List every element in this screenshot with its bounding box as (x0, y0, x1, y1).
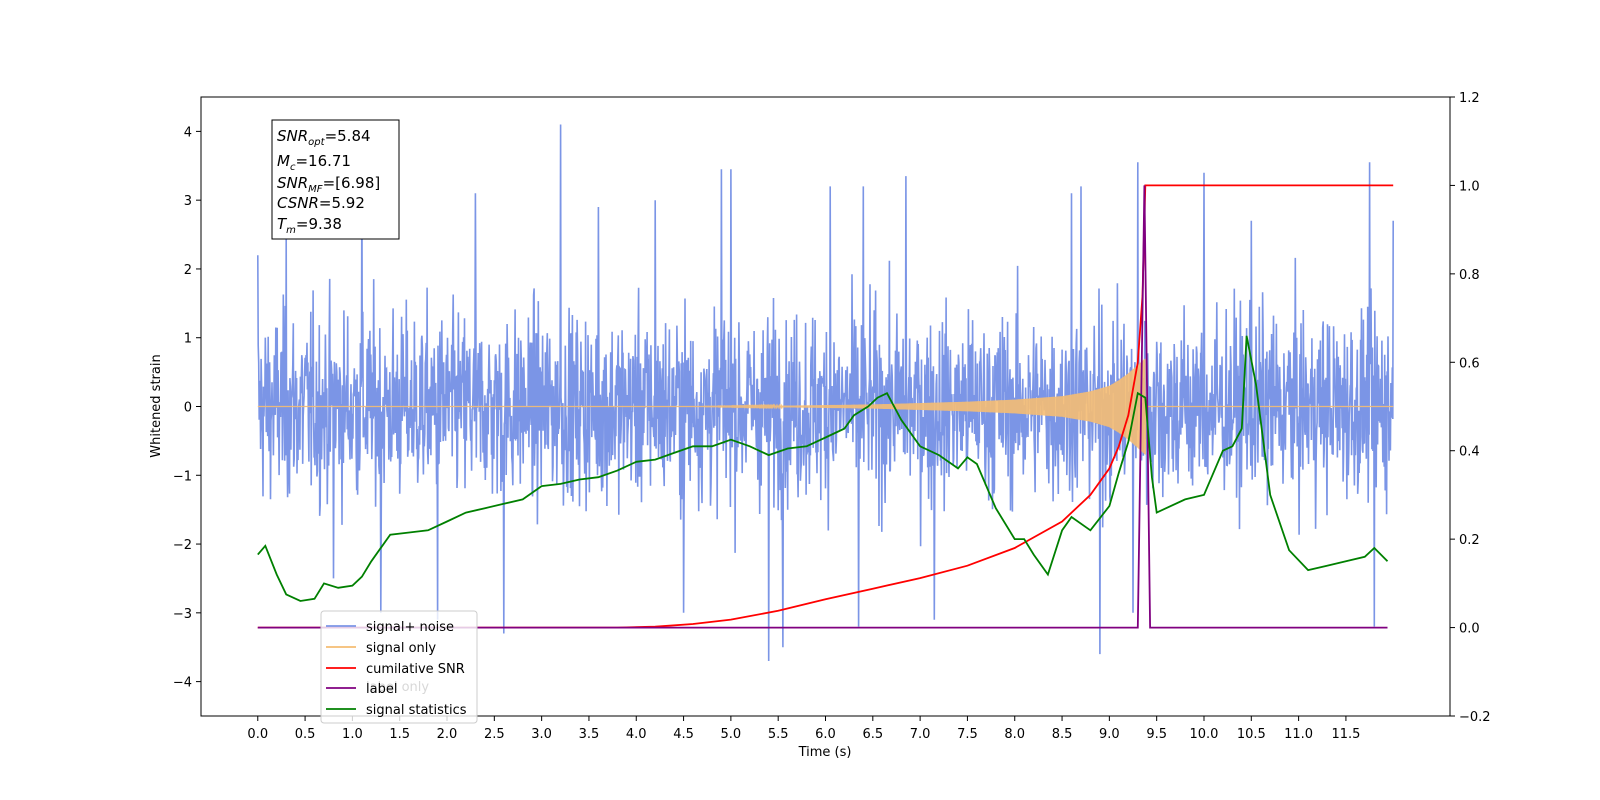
x-tick-label: 8.0 (1004, 727, 1025, 742)
x-tick-label: 3.0 (531, 727, 552, 742)
x-tick-label: 6.0 (815, 727, 836, 742)
x-axis: 0.0 0.5 1.0 1.5 2.0 2.5 3.0 3.5 4.0 4.5 5.0 5.5 6.0 6… (247, 716, 1360, 742)
left-y-tick-label: −1 (173, 469, 192, 484)
series-signal-statistics (257, 335, 1389, 602)
right-y-tick-label: 0.2 (1459, 533, 1480, 548)
x-tick-label: 4.0 (626, 727, 647, 742)
series-label (257, 185, 1388, 629)
left-y-tick-label: 0 (184, 401, 192, 416)
left-y-axis: 4 3 2 1 0 −1 −2 −3 −4 (173, 125, 201, 691)
x-tick-label: 0.5 (295, 727, 316, 742)
right-y-tick-label: 0.0 (1459, 622, 1480, 637)
right-y-tick-label: −0.2 (1459, 710, 1491, 725)
legend-label-signal-only: signal only (366, 641, 436, 656)
right-y-tick-label: 0.8 (1459, 268, 1480, 283)
series-cumulative-snr (257, 184, 1394, 629)
info-box: SNRopt=5.84 Mc=16.71 SNRMF=[6.98] CSNR=5… (271, 119, 400, 240)
series-signal-only (257, 358, 1394, 455)
legend-label-cumulative-snr: cumilative SNR (366, 662, 465, 677)
left-y-tick-label: 2 (184, 263, 192, 278)
x-tick-label: 7.0 (910, 727, 931, 742)
x-tick-label: 5.5 (768, 727, 789, 742)
x-tick-label: 1.5 (389, 727, 410, 742)
right-y-tick-label: 1.2 (1459, 91, 1480, 106)
info-tm: Tm=9.38 (277, 215, 342, 236)
right-y-axis: 1.2 1.0 0.8 0.6 0.4 0.2 0.0 −0.2 (1450, 91, 1491, 725)
info-box-frame (271, 119, 400, 240)
right-y-tick-label: 0.6 (1459, 356, 1480, 371)
x-tick-label: 2.5 (484, 727, 505, 742)
legend-label-signal-statistics: signal statistics (366, 703, 467, 718)
left-y-tick-label: 4 (184, 125, 192, 140)
x-tick-label: 7.5 (957, 727, 978, 742)
left-y-tick-label: −2 (173, 538, 192, 553)
legend: label only signal+ noise signal only cum… (320, 610, 478, 724)
info-mc: Mc=16.71 (277, 152, 351, 173)
x-tick-label: 6.5 (862, 727, 883, 742)
x-tick-label: 1.0 (342, 727, 363, 742)
legend-ghost-label: label only (366, 680, 429, 695)
left-y-tick-label: −3 (173, 607, 192, 622)
x-tick-label: 9.5 (1146, 727, 1167, 742)
info-csnr: CSNR=5.92 (277, 194, 365, 212)
x-tick-label: 0.0 (247, 727, 268, 742)
x-tick-label: 11.5 (1331, 727, 1360, 742)
x-tick-label: 11.0 (1284, 727, 1313, 742)
x-tick-label: 10.0 (1190, 727, 1219, 742)
legend-label-signal-noise: signal+ noise (366, 620, 454, 635)
legend-frame (320, 610, 478, 724)
x-tick-label: 10.5 (1237, 727, 1266, 742)
x-tick-label: 5.0 (721, 727, 742, 742)
legend-label-label: label (366, 682, 397, 697)
x-tick-label: 8.5 (1052, 727, 1073, 742)
left-y-axis-label: Whitened strain (149, 354, 164, 457)
series-layer (257, 124, 1394, 662)
x-tick-label: 2.0 (437, 727, 458, 742)
x-tick-label: 9.0 (1099, 727, 1120, 742)
x-axis-label: Time (s) (798, 745, 852, 760)
left-y-tick-label: 1 (184, 332, 192, 347)
info-snr-mf: SNRMF=[6.98] (277, 174, 380, 195)
info-snr-opt: SNRopt=5.84 (277, 127, 371, 148)
x-tick-label: 4.5 (673, 727, 694, 742)
right-y-tick-label: 1.0 (1459, 179, 1480, 194)
right-y-tick-label: 0.4 (1459, 445, 1480, 460)
x-tick-label: 3.5 (579, 727, 600, 742)
left-y-tick-label: 3 (184, 194, 192, 209)
left-y-tick-label: −4 (173, 676, 192, 691)
series-signal-noise (257, 124, 1394, 662)
